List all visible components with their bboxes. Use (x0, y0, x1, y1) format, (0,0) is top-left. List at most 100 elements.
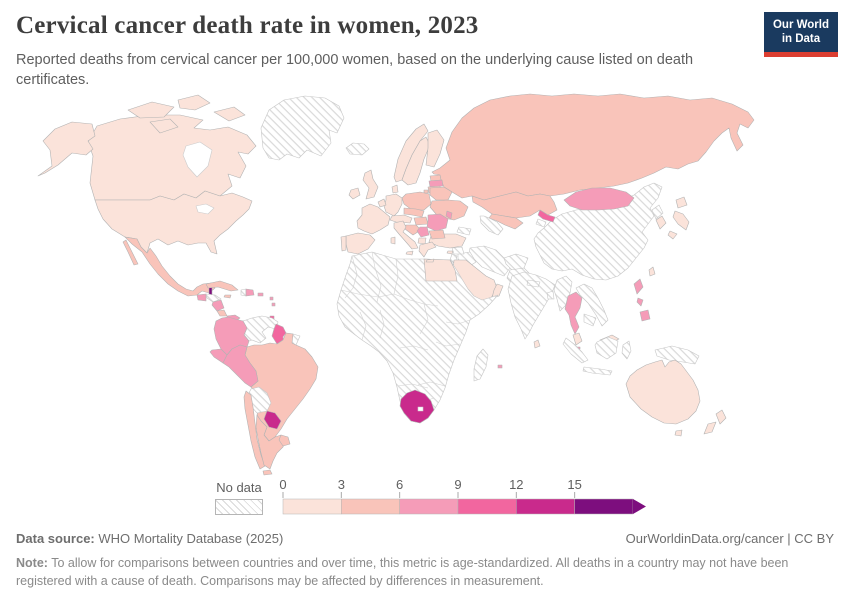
country-lesser-antilles-1[interactable] (269, 296, 274, 301)
attribution-link[interactable]: OurWorldinData.org/cancer | CC BY (625, 531, 834, 546)
country-benelux[interactable] (377, 198, 387, 208)
country-alaska[interactable] (37, 121, 96, 177)
country-tasmania[interactable] (674, 429, 683, 437)
country-italy[interactable] (390, 220, 419, 256)
country-latvia[interactable] (428, 179, 444, 188)
country-france[interactable] (356, 203, 391, 235)
country-mauritius[interactable] (497, 364, 503, 369)
country-egypt[interactable] (423, 258, 458, 282)
country-lesser-antilles-2[interactable] (271, 302, 276, 307)
country-germany[interactable] (383, 193, 403, 217)
country-thailand[interactable] (564, 291, 583, 335)
country-taiwan[interactable] (648, 266, 656, 277)
legend-no-data-label: No data (216, 480, 262, 495)
country-africa-mainland[interactable] (336, 251, 499, 424)
country-finland[interactable] (425, 129, 445, 168)
country-belize[interactable] (208, 286, 213, 296)
country-kazakhstan[interactable] (471, 191, 558, 219)
legend-tick-label: 9 (454, 478, 461, 492)
country-norway[interactable] (393, 123, 429, 183)
country-india[interactable] (507, 271, 556, 340)
country-honduras[interactable] (205, 293, 222, 303)
country-new-guinea[interactable] (654, 345, 700, 365)
country-hungary[interactable] (413, 216, 429, 226)
country-south-korea[interactable] (655, 215, 667, 230)
country-nepal[interactable] (526, 279, 541, 288)
country-madagascar[interactable] (473, 348, 489, 382)
legend-tick-label: 0 (279, 478, 286, 492)
country-south-africa[interactable] (399, 389, 435, 424)
great-lakes (195, 203, 215, 215)
map-legend: No data 0 3 6 9 12 15 (0, 478, 850, 520)
country-sri-lanka[interactable] (533, 339, 541, 349)
owid-logo-line2: in Data (781, 33, 821, 46)
country-kyrgyzstan[interactable] (537, 209, 556, 223)
legend-bin-6-9[interactable] (399, 498, 459, 515)
country-arctic-islands[interactable] (127, 94, 246, 134)
country-czechia-slovakia[interactable] (403, 207, 425, 218)
legend-tick-label: 6 (396, 478, 403, 492)
country-russia[interactable] (423, 93, 755, 201)
countries-layer (37, 93, 755, 476)
country-poland[interactable] (401, 191, 432, 211)
legend-no-data-swatch[interactable] (215, 499, 263, 515)
country-spain[interactable] (345, 232, 376, 255)
country-venezuela[interactable] (242, 315, 279, 344)
country-portugal[interactable] (340, 235, 347, 252)
country-united-states[interactable] (94, 190, 253, 255)
country-argentina[interactable] (255, 414, 287, 476)
country-haiti[interactable] (240, 288, 247, 297)
country-switzerland-austria[interactable] (389, 214, 413, 224)
country-guatemala[interactable] (196, 293, 207, 302)
world-map-container (0, 88, 850, 478)
data-source-line: Data source: WHO Mortality Database (202… (16, 531, 283, 546)
country-indonesia[interactable] (562, 336, 632, 376)
country-laos-vietnam[interactable] (575, 283, 609, 327)
country-serbia[interactable] (416, 226, 430, 238)
country-cuba[interactable] (205, 280, 239, 292)
country-paraguay[interactable] (263, 410, 282, 430)
country-tajikistan[interactable] (535, 218, 547, 228)
legend-bin-15+[interactable] (574, 498, 634, 515)
country-japan[interactable] (667, 196, 690, 240)
country-caucasus[interactable] (456, 226, 472, 236)
country-mexico[interactable] (122, 236, 216, 297)
country-jamaica[interactable] (223, 294, 232, 299)
country-mongolia[interactable] (563, 187, 635, 211)
country-moldova[interactable] (445, 210, 453, 220)
country-bulgaria[interactable] (428, 229, 446, 240)
country-denmark[interactable] (391, 184, 399, 194)
legend-bin-0-3[interactable] (282, 498, 342, 515)
country-romania[interactable] (426, 213, 449, 232)
country-costa-rica[interactable] (216, 309, 228, 317)
country-north-korea[interactable] (651, 204, 664, 220)
data-source-text: WHO Mortality Database (2025) (94, 531, 284, 546)
country-nicaragua[interactable] (211, 299, 225, 312)
country-cambodia[interactable] (583, 313, 597, 327)
country-dominican-republic[interactable] (245, 288, 255, 297)
country-peru[interactable] (222, 344, 259, 388)
country-australia[interactable] (625, 359, 701, 425)
country-albania-north-macedonia[interactable] (417, 237, 427, 245)
legend-bar-svg[interactable]: 0 3 6 9 12 15 (278, 478, 660, 518)
legend-bin-9-12[interactable] (457, 498, 517, 515)
country-uruguay[interactable] (278, 434, 291, 447)
country-turkmenistan[interactable] (479, 215, 504, 236)
country-syria[interactable] (451, 246, 465, 255)
world-map[interactable] (0, 88, 850, 478)
country-greenland[interactable] (260, 95, 345, 161)
country-greece[interactable] (418, 241, 437, 263)
country-puerto-rico[interactable] (257, 292, 264, 297)
country-new-zealand[interactable] (703, 409, 727, 435)
country-colombia[interactable] (213, 316, 250, 356)
country-philippines[interactable] (633, 278, 651, 322)
country-bangladesh[interactable] (546, 290, 555, 300)
country-chile[interactable] (243, 390, 266, 470)
country-iceland[interactable] (345, 142, 370, 156)
legend-bin-12-15[interactable] (516, 498, 575, 515)
legend-bin-3-6[interactable] (341, 498, 400, 515)
country-ireland[interactable] (348, 187, 361, 200)
country-cyprus[interactable] (446, 250, 454, 255)
country-united-kingdom[interactable] (362, 169, 379, 200)
owid-logo[interactable]: Our World in Data (763, 12, 838, 57)
